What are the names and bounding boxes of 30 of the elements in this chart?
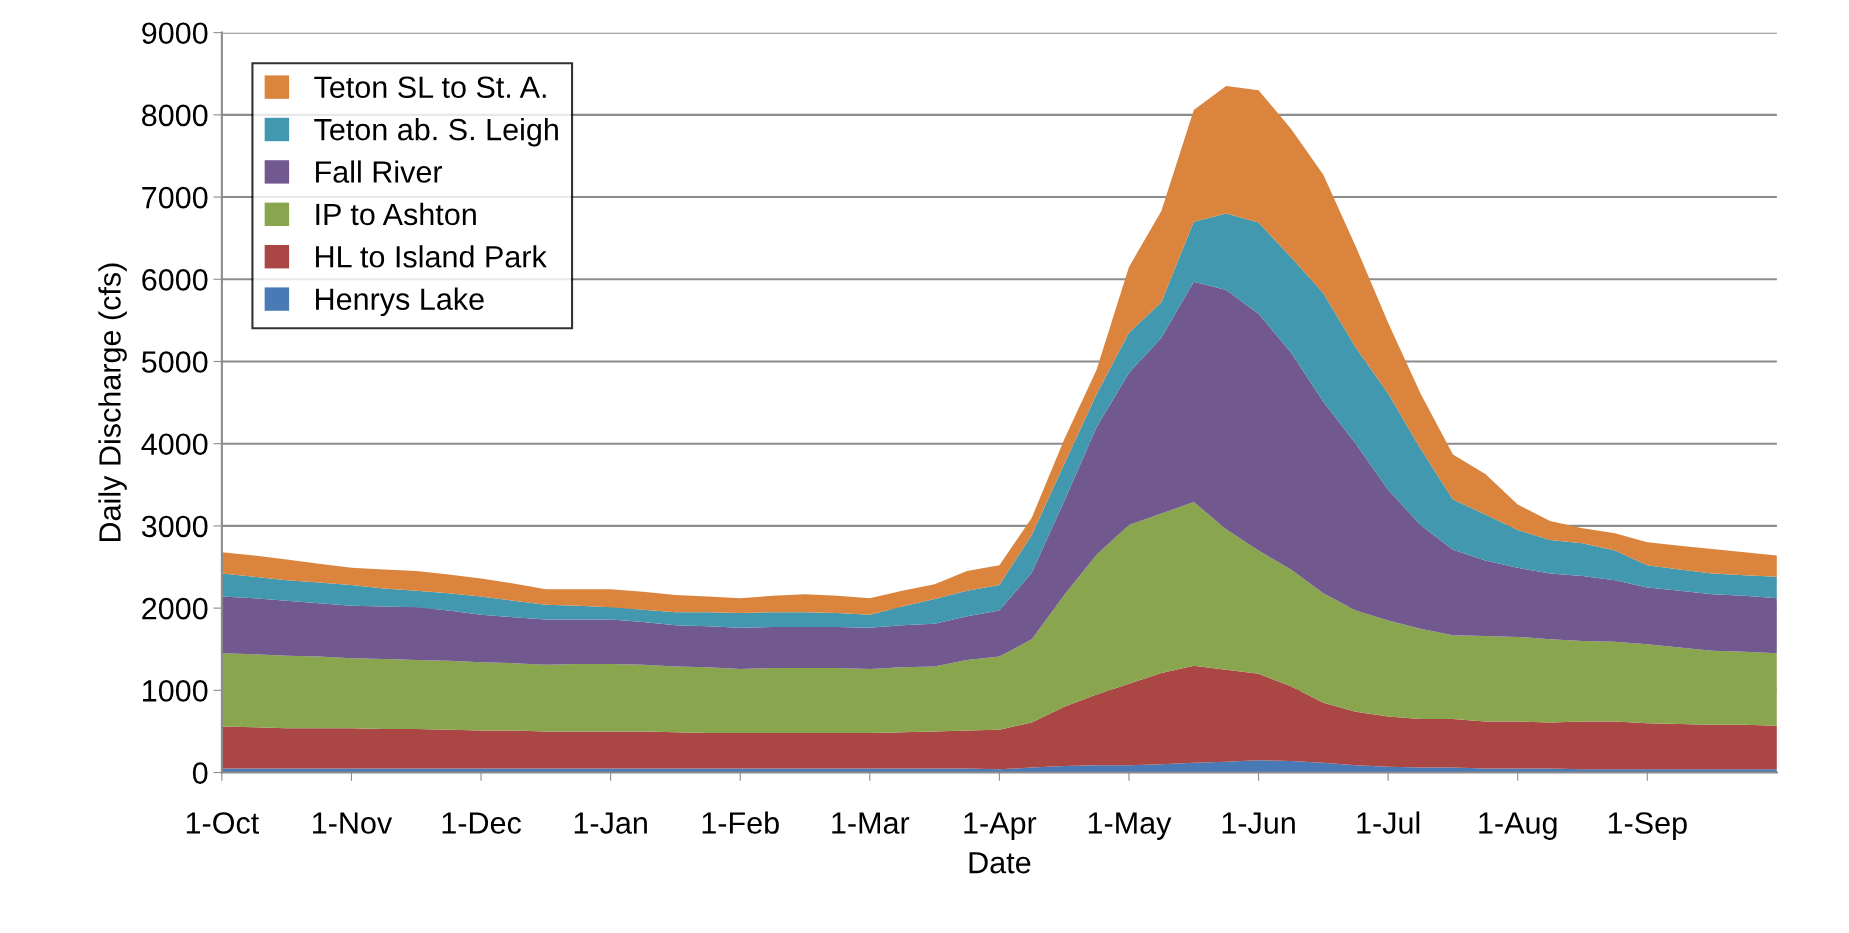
y-tick-label: 7000 [142,186,208,209]
x-tick-label: 1-Jan [574,812,647,834]
x-tick-label: 1-Sep [1608,812,1687,840]
x-tick-label: 1-Nov [313,812,393,834]
legend-label: HL to Island Park [316,245,547,268]
y-tick-label: 0 [192,762,208,784]
x-tick-label: 1-Apr [964,812,1037,840]
y-tick-label: 4000 [141,433,208,456]
y-tick-label: 3000 [141,515,208,538]
legend-label: IP to Ashton [316,202,476,226]
x-axis-title: Date [969,852,1031,874]
y-tick-label: 9000 [142,22,208,45]
y-tick-label: 8000 [142,104,208,127]
y-tick-label: 2000 [142,597,208,620]
y-axis-title: Daily Discharge (cfs) [98,263,127,541]
y-tick-label: 1000 [143,680,208,702]
x-tick-label: 1-Oct [186,812,260,834]
y-tick-label: 5000 [141,351,208,373]
x-tick-label: 1-May [1088,812,1172,840]
legend-label: Fall River [316,160,443,183]
x-tick-label: 1-Jun [1222,812,1295,834]
x-tick-label: 1-Jul [1357,811,1420,834]
x-tick-label: 1-Feb [702,811,779,834]
x-tick-label: 1-Aug [1479,812,1557,840]
legend-label: Henrys Lake [316,287,484,317]
x-tick-label: 1-Mar [832,812,910,834]
legend-label: Teton SL to St. A. [314,76,546,99]
legend-label: Teton ab. S. Leigh [314,117,558,147]
x-tick-label: 1-Dec [442,812,521,834]
y-tick-label: 6000 [142,269,208,291]
